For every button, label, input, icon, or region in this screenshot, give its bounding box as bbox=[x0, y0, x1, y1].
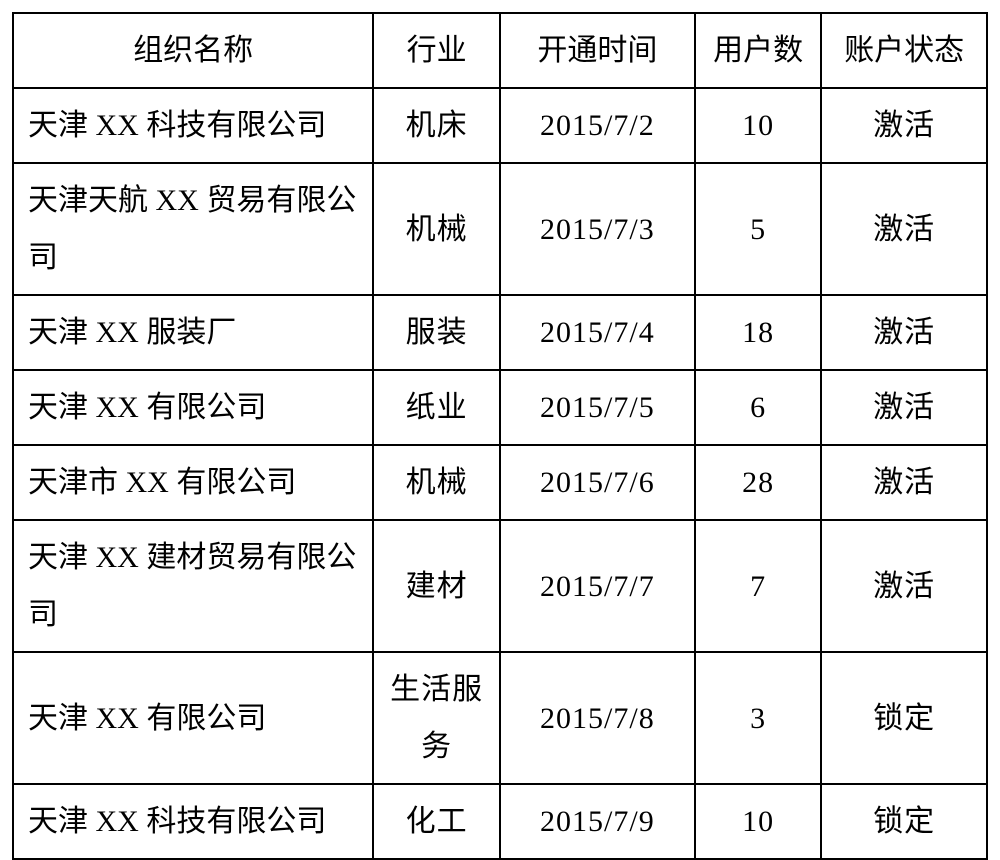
table-row: 天津 XX 有限公司 纸业 2015/7/5 6 激活 bbox=[13, 370, 987, 445]
cell-opened: 2015/7/2 bbox=[500, 88, 695, 163]
cell-users: 3 bbox=[695, 652, 822, 784]
cell-industry: 机床 bbox=[373, 88, 500, 163]
cell-status: 激活 bbox=[821, 163, 987, 295]
cell-org-name: 天津 XX 有限公司 bbox=[13, 370, 373, 445]
table-row: 天津 XX 科技有限公司 机床 2015/7/2 10 激活 bbox=[13, 88, 987, 163]
org-table: 组织名称 行业 开通时间 用户数 账户状态 天津 XX 科技有限公司 机床 20… bbox=[12, 12, 988, 860]
cell-users: 18 bbox=[695, 295, 822, 370]
col-header-industry: 行业 bbox=[373, 13, 500, 88]
cell-industry: 纸业 bbox=[373, 370, 500, 445]
col-header-users: 用户数 bbox=[695, 13, 822, 88]
cell-opened: 2015/7/4 bbox=[500, 295, 695, 370]
cell-status: 激活 bbox=[821, 295, 987, 370]
cell-status: 激活 bbox=[821, 370, 987, 445]
cell-opened: 2015/7/9 bbox=[500, 784, 695, 859]
cell-industry: 化工 bbox=[373, 784, 500, 859]
cell-users: 5 bbox=[695, 163, 822, 295]
cell-industry: 生活服务 bbox=[373, 652, 500, 784]
cell-opened: 2015/7/3 bbox=[500, 163, 695, 295]
table-row: 天津 XX 科技有限公司 化工 2015/7/9 10 锁定 bbox=[13, 784, 987, 859]
cell-org-name: 天津市 XX 有限公司 bbox=[13, 445, 373, 520]
cell-status: 锁定 bbox=[821, 652, 987, 784]
cell-status: 激活 bbox=[821, 88, 987, 163]
cell-org-name: 天津天航 XX 贸易有限公司 bbox=[13, 163, 373, 295]
cell-industry: 服装 bbox=[373, 295, 500, 370]
cell-opened: 2015/7/7 bbox=[500, 520, 695, 652]
cell-status: 激活 bbox=[821, 445, 987, 520]
table-row: 天津天航 XX 贸易有限公司 机械 2015/7/3 5 激活 bbox=[13, 163, 987, 295]
cell-org-name: 天津 XX 建材贸易有限公司 bbox=[13, 520, 373, 652]
table-row: 天津 XX 服装厂 服装 2015/7/4 18 激活 bbox=[13, 295, 987, 370]
table-row: 天津 XX 建材贸易有限公司 建材 2015/7/7 7 激活 bbox=[13, 520, 987, 652]
cell-industry: 建材 bbox=[373, 520, 500, 652]
col-header-status: 账户状态 bbox=[821, 13, 987, 88]
cell-org-name: 天津 XX 科技有限公司 bbox=[13, 784, 373, 859]
cell-users: 10 bbox=[695, 784, 822, 859]
cell-users: 28 bbox=[695, 445, 822, 520]
cell-org-name: 天津 XX 科技有限公司 bbox=[13, 88, 373, 163]
cell-org-name: 天津 XX 服装厂 bbox=[13, 295, 373, 370]
table-header-row: 组织名称 行业 开通时间 用户数 账户状态 bbox=[13, 13, 987, 88]
cell-users: 7 bbox=[695, 520, 822, 652]
cell-opened: 2015/7/6 bbox=[500, 445, 695, 520]
cell-users: 10 bbox=[695, 88, 822, 163]
table-row: 天津市 XX 有限公司 机械 2015/7/6 28 激活 bbox=[13, 445, 987, 520]
col-header-org-name: 组织名称 bbox=[13, 13, 373, 88]
cell-status: 激活 bbox=[821, 520, 987, 652]
cell-opened: 2015/7/8 bbox=[500, 652, 695, 784]
col-header-opened: 开通时间 bbox=[500, 13, 695, 88]
cell-users: 6 bbox=[695, 370, 822, 445]
cell-industry: 机械 bbox=[373, 445, 500, 520]
cell-org-name: 天津 XX 有限公司 bbox=[13, 652, 373, 784]
cell-industry: 机械 bbox=[373, 163, 500, 295]
table-row: 天津 XX 有限公司 生活服务 2015/7/8 3 锁定 bbox=[13, 652, 987, 784]
cell-status: 锁定 bbox=[821, 784, 987, 859]
cell-opened: 2015/7/5 bbox=[500, 370, 695, 445]
